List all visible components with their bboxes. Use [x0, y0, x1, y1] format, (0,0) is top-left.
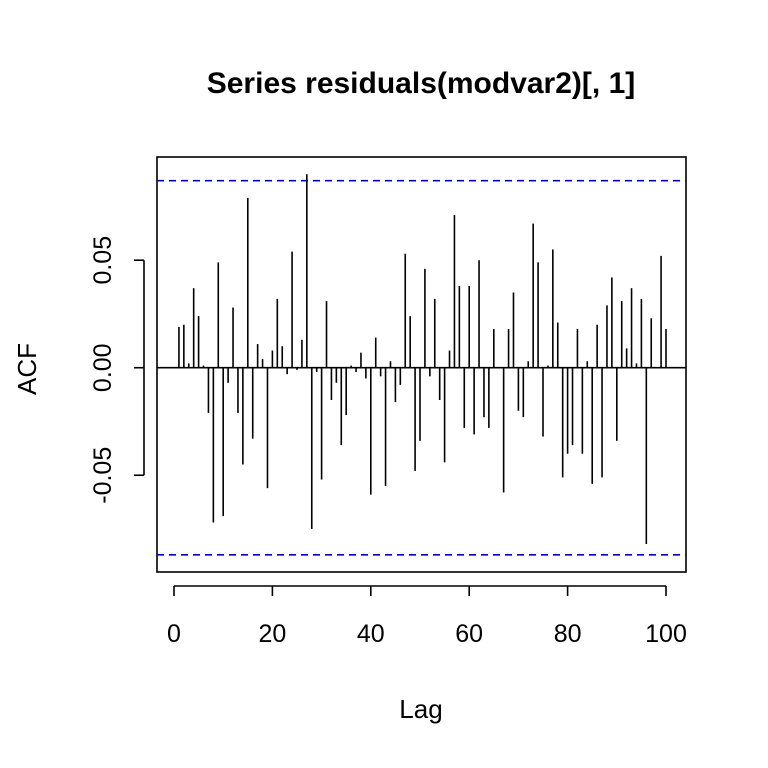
x-tick-label: 40 — [357, 620, 385, 648]
y-tick-label: 0.00 — [89, 343, 117, 392]
x-tick-label: 80 — [554, 620, 582, 648]
x-axis: 0 20 40 60 80 100 — [167, 585, 687, 648]
plot-frame — [156, 156, 687, 573]
x-tick-label: 20 — [258, 620, 286, 648]
acf-bars — [178, 174, 667, 545]
chart-title: Series residuals(modvar2)[, 1] — [207, 67, 636, 100]
y-axis: -0.05 0.00 0.05 — [89, 236, 145, 504]
y-axis-label: ACF — [12, 343, 42, 395]
x-tick-label: 0 — [167, 620, 181, 648]
x-tick-label: 100 — [645, 620, 687, 648]
x-tick-label: 60 — [455, 620, 483, 648]
y-tick-label: 0.05 — [89, 236, 117, 285]
x-axis-label: Lag — [399, 694, 442, 724]
y-tick-label: -0.05 — [89, 447, 117, 504]
